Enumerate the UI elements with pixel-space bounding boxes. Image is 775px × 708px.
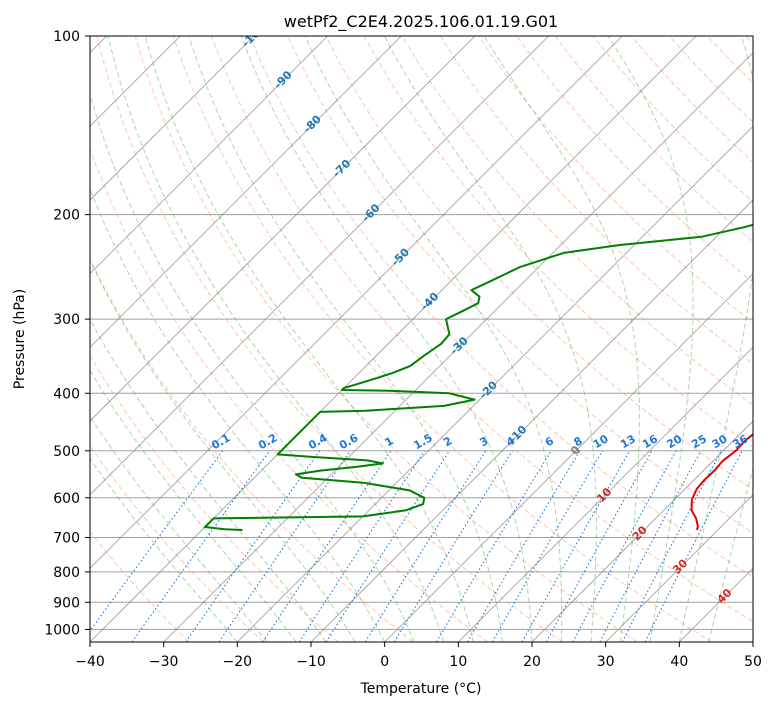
isotherm-line — [90, 36, 476, 422]
mixing-ratio-line — [435, 450, 552, 642]
moist-adiabat-line — [304, 36, 563, 642]
y-tick-label: 300 — [53, 312, 80, 328]
x-tick-label: 20 — [523, 654, 541, 670]
x-tick-label: 10 — [449, 654, 467, 670]
moist-adiabat-line — [383, 36, 597, 642]
isotherm-line — [90, 36, 328, 275]
moist-adiabat-line — [678, 36, 753, 642]
moist-adiabat-line — [240, 36, 533, 642]
dry-adiabat-line — [172, 36, 712, 642]
dry-adiabat-line — [90, 444, 264, 642]
y-tick-label: 1000 — [44, 622, 80, 638]
mixing-ratio-line — [298, 450, 426, 642]
dry-adiabat-line — [90, 257, 414, 642]
isotherm-line — [605, 494, 753, 642]
mixing-ratio-line — [262, 450, 392, 642]
x-tick-label: 40 — [670, 654, 688, 670]
y-tick-label: 100 — [53, 29, 80, 45]
dry-adiabat-line — [90, 530, 190, 642]
y-tick-label: 900 — [53, 595, 80, 611]
isotherm-line — [458, 346, 753, 642]
dry-adiabat-line — [325, 36, 753, 491]
isotherm-line — [163, 52, 753, 642]
mixing-ratio-line — [599, 450, 702, 642]
dry-adiabat-line — [96, 36, 563, 642]
x-tick-label: −40 — [75, 654, 105, 670]
y-tick-label: 400 — [53, 386, 80, 402]
mixing-ratio-line — [90, 450, 224, 632]
isotherm-line — [237, 125, 753, 642]
dry-adiabat-line — [516, 36, 753, 283]
mixing-ratio-line — [364, 450, 487, 642]
moist-adiabat-line — [144, 36, 474, 642]
chart-title: wetPf2_C2E4.2025.106.01.19.G01 — [284, 12, 558, 32]
y-tick-label: 800 — [53, 565, 80, 581]
y-tick-label: 700 — [53, 531, 80, 547]
grid-layer — [90, 36, 753, 642]
x-tick-label: 0 — [380, 654, 389, 670]
moist-adiabat-line — [708, 466, 753, 642]
y-tick-label: 200 — [53, 208, 80, 224]
mixing-ratio-line — [218, 450, 351, 642]
isotherm-line — [90, 36, 255, 201]
moist-adiabat-line — [483, 36, 640, 642]
mixing-ratio-lines — [90, 450, 743, 642]
moist-adiabat-line — [607, 36, 694, 642]
axes-layer: −40 −30 −20 −10 0 10 20 30 40 50 100 200 300 400 500 60… — [44, 29, 762, 670]
dry-adiabat-line — [90, 354, 339, 642]
moist-adiabat-line — [90, 415, 268, 642]
moist-adiabat-line — [90, 258, 356, 642]
profiles-layer — [204, 223, 753, 531]
mixing-ratio-line — [131, 450, 271, 642]
isotherm-line — [531, 420, 753, 642]
mixing-ratio-line — [644, 450, 743, 642]
isotherm-line — [90, 36, 402, 348]
dry-adiabat-line — [90, 147, 488, 642]
moist-adiabat-line — [107, 36, 445, 642]
moist-adiabat-line — [188, 36, 503, 642]
moist-adiabat-line — [90, 187, 386, 642]
moist-adiabat-line — [90, 318, 327, 642]
y-tick-label: 500 — [53, 444, 80, 460]
x-tick-label: −10 — [296, 654, 326, 670]
x-axis-title: Temperature (°C) — [360, 681, 482, 697]
isotherm-line — [90, 36, 623, 569]
dry-adiabat-line — [439, 36, 753, 365]
dry-adiabat-line — [401, 36, 753, 406]
plot-frame — [89, 35, 754, 643]
isotherm-line — [310, 199, 753, 642]
x-tick-label: −20 — [223, 654, 253, 670]
mixing-ratio-line — [545, 450, 653, 642]
moist-adiabats — [90, 36, 753, 642]
y-axis-title: Pressure (hPa) — [12, 289, 28, 389]
x-tick-label: 50 — [744, 654, 762, 670]
isotherm-line — [384, 273, 753, 642]
dry-adiabats — [90, 36, 753, 642]
dry-adiabat-line — [134, 36, 638, 642]
dry-adiabat-line — [211, 36, 753, 623]
temperature-profile-line — [690, 433, 753, 531]
mixing-ratio-line — [325, 450, 451, 642]
moist-adiabat-line — [90, 457, 238, 642]
isotherm-line — [90, 36, 549, 496]
mixing-ratio-line — [185, 450, 321, 642]
x-tick-label: 30 — [597, 654, 615, 670]
dewpoint-profile-line — [204, 223, 753, 531]
x-tick-label: −30 — [149, 654, 179, 670]
y-tick-label: 600 — [53, 491, 80, 507]
mixing-ratio-line — [572, 450, 677, 642]
mixing-ratio-line — [521, 450, 631, 642]
dry-adiabat-line — [249, 36, 753, 578]
isotherm-line — [90, 36, 697, 642]
